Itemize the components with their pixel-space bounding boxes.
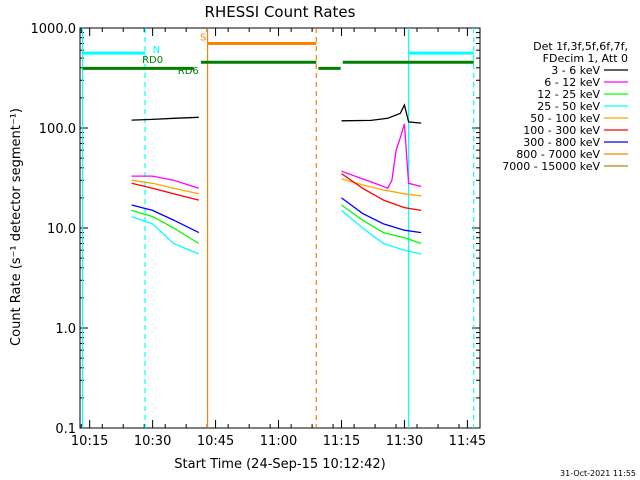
series-line xyxy=(341,123,422,190)
x-axis-label: Start Time (24-Sep-15 10:12:42) xyxy=(174,457,385,472)
legend-entry-label: 12 - 25 keV xyxy=(537,88,600,101)
legend-entry-label: 3 - 6 keV xyxy=(551,64,600,77)
series-line xyxy=(131,215,200,255)
y-tick-label: 0.1 xyxy=(55,422,76,437)
series-line xyxy=(131,209,200,245)
series-line xyxy=(341,197,422,234)
flag-label: RD6 xyxy=(178,66,199,77)
x-tick-label: 11:00 xyxy=(260,434,297,449)
footer-timestamp: 31-Oct-2021 11:55 xyxy=(560,469,636,478)
x-tick-label: 10:15 xyxy=(71,434,108,449)
legend-entry-label: 50 - 100 keV xyxy=(530,112,600,125)
chart-title: RHESSI Count Rates xyxy=(205,3,356,21)
series-line xyxy=(131,204,200,234)
series-line xyxy=(131,116,199,121)
y-tick-label: 1000.0 xyxy=(31,22,77,37)
legend-entry-label: 800 - 7000 keV xyxy=(516,148,600,161)
legend-entry-label: 7000 - 15000 keV xyxy=(502,160,600,173)
series-line xyxy=(341,209,422,255)
y-tick-label: 1.0 xyxy=(55,322,76,337)
legend-header: FDecim 1, Att 0 xyxy=(543,52,628,65)
flag-label: N xyxy=(153,45,160,56)
series-line xyxy=(341,173,422,212)
legend-header: Det 1f,3f,5f,6f,7f, xyxy=(533,40,628,53)
series-line xyxy=(131,179,199,195)
legend: Det 1f,3f,5f,6f,7f,FDecim 1, Att 03 - 6 … xyxy=(502,40,628,173)
legend-entry-label: 6 - 12 keV xyxy=(544,76,600,89)
series-line xyxy=(341,103,422,124)
x-tick-label: 11:30 xyxy=(386,434,423,449)
series-line xyxy=(131,182,199,201)
legend-entry-label: 300 - 800 keV xyxy=(523,136,600,149)
series-line xyxy=(131,175,199,189)
series-line xyxy=(341,204,422,245)
y-tick-label: 100.0 xyxy=(39,122,76,137)
legend-entry-label: 25 - 50 keV xyxy=(537,100,600,113)
x-tick-label: 10:30 xyxy=(134,434,171,449)
legend-entry-label: 100 - 300 keV xyxy=(523,124,600,137)
flag-label: RD0 xyxy=(142,55,163,66)
x-tick-label: 10:45 xyxy=(197,434,234,449)
x-tick-label: 11:45 xyxy=(449,434,486,449)
flag-label: S xyxy=(200,33,206,44)
x-tick-label: 11:15 xyxy=(323,434,360,449)
y-tick-label: 10.0 xyxy=(47,222,76,237)
plot-frame xyxy=(79,27,481,429)
plot-area: 0.1 1.0 10.0 100.0 1000.0 10:15 10:30 10:45 11:0… xyxy=(31,22,487,449)
y-axis-label: Count Rate (s⁻¹ detector segment⁻¹) xyxy=(9,108,24,346)
